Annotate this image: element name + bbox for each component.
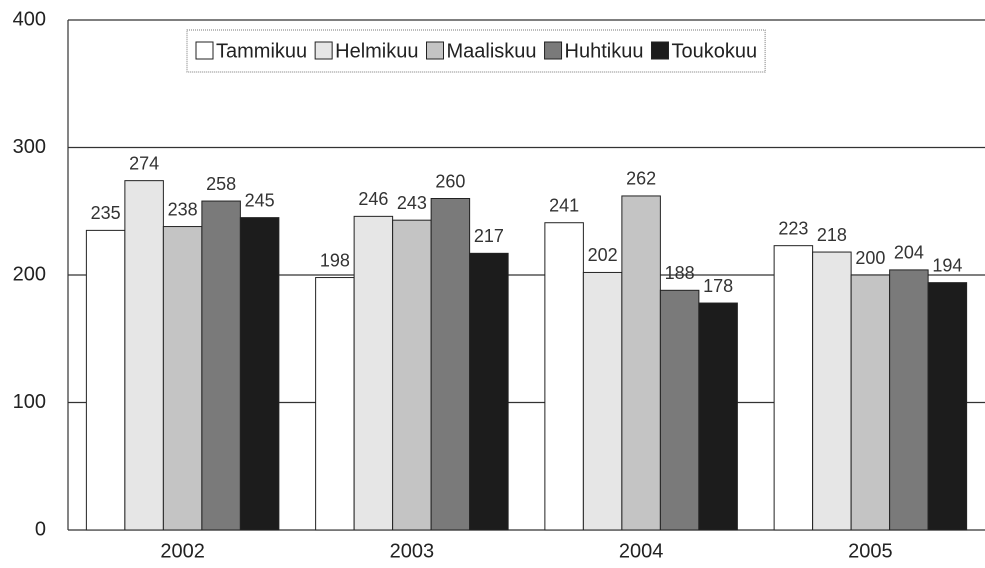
value-label: 198 bbox=[320, 250, 350, 270]
value-label: 217 bbox=[474, 226, 504, 246]
bar bbox=[124, 180, 164, 531]
value-label: 260 bbox=[435, 171, 465, 191]
y-tick-label: 0 bbox=[35, 518, 46, 540]
x-tick-label: 2004 bbox=[619, 540, 664, 562]
bar bbox=[773, 245, 814, 531]
legend-swatch bbox=[544, 41, 563, 60]
bar bbox=[850, 274, 891, 531]
bar bbox=[812, 251, 852, 531]
value-label: 262 bbox=[626, 169, 656, 189]
y-tick-label: 200 bbox=[13, 263, 46, 285]
x-tick-label: 2002 bbox=[160, 540, 205, 562]
value-label: 188 bbox=[665, 263, 695, 283]
legend-swatch bbox=[426, 41, 444, 60]
bar bbox=[162, 226, 203, 531]
x-tick-label: 2005 bbox=[848, 540, 893, 562]
value-label: 245 bbox=[245, 190, 275, 210]
bar bbox=[85, 229, 126, 531]
legend-swatch bbox=[195, 41, 214, 60]
value-label: 235 bbox=[91, 203, 121, 223]
value-label: 218 bbox=[817, 225, 847, 245]
bar bbox=[544, 222, 584, 531]
legend-label: Toukokuu bbox=[671, 40, 757, 62]
value-label: 204 bbox=[894, 243, 924, 263]
value-label: 223 bbox=[778, 218, 808, 238]
bar bbox=[239, 217, 280, 531]
value-label: 274 bbox=[129, 153, 159, 173]
y-tick-label: 400 bbox=[13, 8, 46, 30]
legend-label: Huhtikuu bbox=[565, 40, 644, 62]
x-tick-label: 2003 bbox=[390, 540, 435, 562]
bar bbox=[353, 215, 394, 531]
value-label: 246 bbox=[358, 189, 388, 209]
bar bbox=[889, 269, 929, 531]
value-label: 194 bbox=[932, 255, 962, 275]
bar bbox=[430, 198, 471, 531]
bar bbox=[698, 302, 738, 531]
legend-swatch bbox=[314, 41, 333, 60]
value-label: 238 bbox=[168, 199, 198, 219]
bar bbox=[315, 277, 355, 531]
legend-label: Helmikuu bbox=[335, 40, 418, 62]
legend-label: Maaliskuu bbox=[447, 40, 537, 62]
value-label: 241 bbox=[549, 195, 579, 215]
y-tick-label: 100 bbox=[13, 391, 46, 413]
value-label: 243 bbox=[397, 193, 427, 213]
bar bbox=[621, 195, 661, 531]
value-label: 200 bbox=[855, 248, 885, 268]
bar bbox=[469, 252, 509, 531]
bar bbox=[659, 289, 700, 531]
value-label: 202 bbox=[588, 245, 618, 265]
legend-label: Tammikuu bbox=[216, 40, 307, 62]
y-tick-label: 300 bbox=[13, 136, 46, 158]
bar bbox=[392, 219, 432, 531]
value-label: 178 bbox=[703, 276, 733, 296]
bar bbox=[927, 282, 968, 531]
bar bbox=[582, 271, 623, 531]
bar bbox=[201, 200, 241, 531]
value-label: 258 bbox=[206, 174, 236, 194]
legend-swatch bbox=[650, 41, 669, 60]
